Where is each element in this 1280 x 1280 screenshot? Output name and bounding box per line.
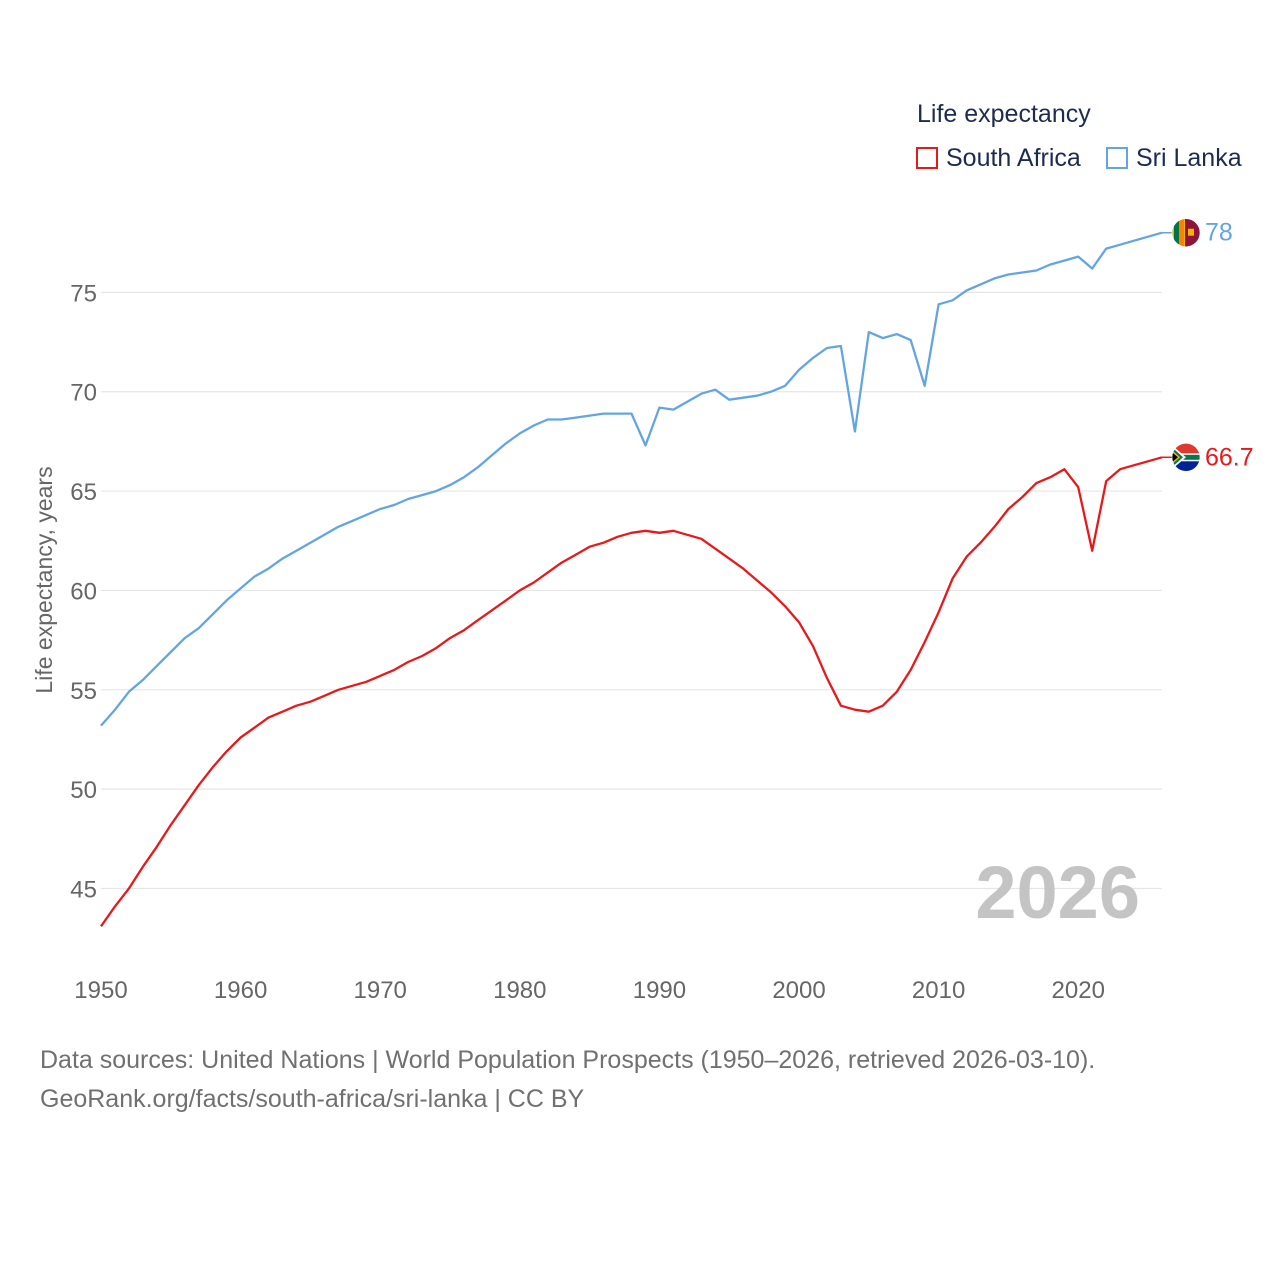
end-value-label-south-africa: 66.7 xyxy=(1205,443,1254,471)
source-link[interactable]: GeoRank.org/facts/south-africa/sri-lanka… xyxy=(40,1085,585,1113)
y-axis-ticks: 45 50 55 60 65 70 75 xyxy=(70,280,97,903)
series-line-south-africa xyxy=(100,456,1163,927)
x-tick-label: 2020 xyxy=(1052,977,1105,1004)
series-line-sri-lanka xyxy=(100,231,1163,727)
x-tick-label: 1970 xyxy=(354,977,407,1004)
x-tick-label: 2010 xyxy=(912,977,965,1004)
legend-title: Life expectancy xyxy=(917,100,1091,128)
series-lines xyxy=(100,231,1163,927)
south-africa-flag-icon xyxy=(1171,442,1201,472)
sri-lanka-flag-icon xyxy=(1171,218,1201,248)
legend-label-south-africa: South Africa xyxy=(946,143,1081,172)
legend-item-south-africa[interactable]: South Africa xyxy=(916,142,1081,174)
x-tick-label: 2000 xyxy=(772,977,825,1004)
end-value-label-sri-lanka: 78 xyxy=(1205,219,1233,247)
x-tick-label: 1960 xyxy=(214,977,267,1004)
x-tick-label: 1980 xyxy=(493,977,546,1004)
series-end-markers: 66.7 78 xyxy=(1162,218,1254,472)
legend-swatch-sri-lanka xyxy=(1106,147,1128,169)
x-tick-label: 1950 xyxy=(74,977,127,1004)
y-tick-label: 55 xyxy=(70,678,97,705)
y-tick-label: 45 xyxy=(70,877,97,904)
legend-item-sri-lanka[interactable]: Sri Lanka xyxy=(1106,142,1242,174)
y-tick-label: 50 xyxy=(70,777,97,804)
y-tick-label: 75 xyxy=(70,280,97,307)
y-tick-label: 70 xyxy=(70,380,97,407)
y-tick-label: 60 xyxy=(70,578,97,605)
source-text: Data sources: United Nations | World Pop… xyxy=(40,1046,1096,1074)
grid-lines xyxy=(101,291,1162,890)
legend-swatch-south-africa xyxy=(916,147,938,169)
x-axis-ticks: 1950 1960 1970 1980 1990 2000 2010 2020 xyxy=(74,977,1105,1004)
year-watermark: 2026 xyxy=(975,851,1140,934)
y-tick-label: 65 xyxy=(70,479,97,506)
x-tick-label: 1990 xyxy=(633,977,686,1004)
y-axis-label: Life expectancy, years xyxy=(31,466,57,693)
legend-label-sri-lanka: Sri Lanka xyxy=(1136,143,1242,172)
